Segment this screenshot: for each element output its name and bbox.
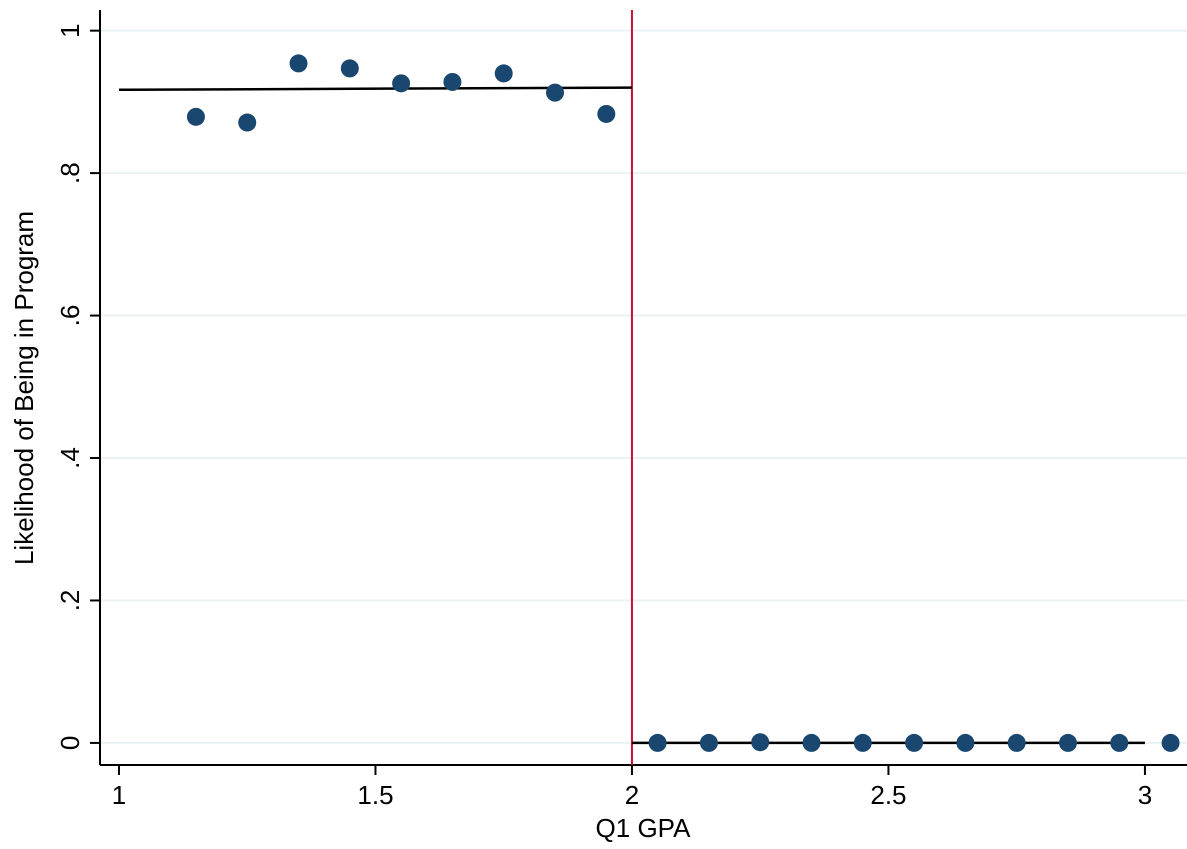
data-point	[392, 74, 411, 93]
y-tick-label: .8	[55, 162, 85, 184]
fit-line	[118, 86, 632, 92]
data-point	[1007, 733, 1026, 752]
data-point	[956, 733, 975, 752]
data-point	[802, 733, 821, 752]
data-point	[905, 733, 924, 752]
y-axis-title: Likelihood of Being in Program	[9, 211, 39, 565]
data-point	[186, 107, 205, 126]
x-tick-label: 2.5	[870, 780, 906, 810]
x-tick-label: 1	[112, 780, 126, 810]
data-point	[238, 113, 257, 132]
data-point	[699, 733, 718, 752]
data-point	[1161, 733, 1180, 752]
data-point	[494, 64, 513, 83]
y-tick-label: 1	[55, 23, 85, 37]
y-tick-label: 0	[55, 736, 85, 750]
data-point	[1058, 733, 1077, 752]
x-tick-label: 1.5	[357, 780, 393, 810]
data-point	[751, 733, 770, 752]
y-tick-label: .2	[55, 590, 85, 612]
data-point	[546, 83, 565, 102]
data-point	[340, 59, 359, 78]
data-point	[443, 72, 462, 91]
data-point	[853, 733, 872, 752]
x-tick-label: 2	[625, 780, 639, 810]
y-tick-label: .4	[55, 447, 85, 469]
data-point	[597, 104, 616, 123]
data-point	[289, 54, 308, 73]
y-tick-label: .6	[55, 305, 85, 327]
data-point	[648, 733, 667, 752]
x-axis-title: Q1 GPA	[596, 813, 692, 843]
x-tick-label: 3	[1138, 780, 1152, 810]
data-point	[1110, 733, 1129, 752]
